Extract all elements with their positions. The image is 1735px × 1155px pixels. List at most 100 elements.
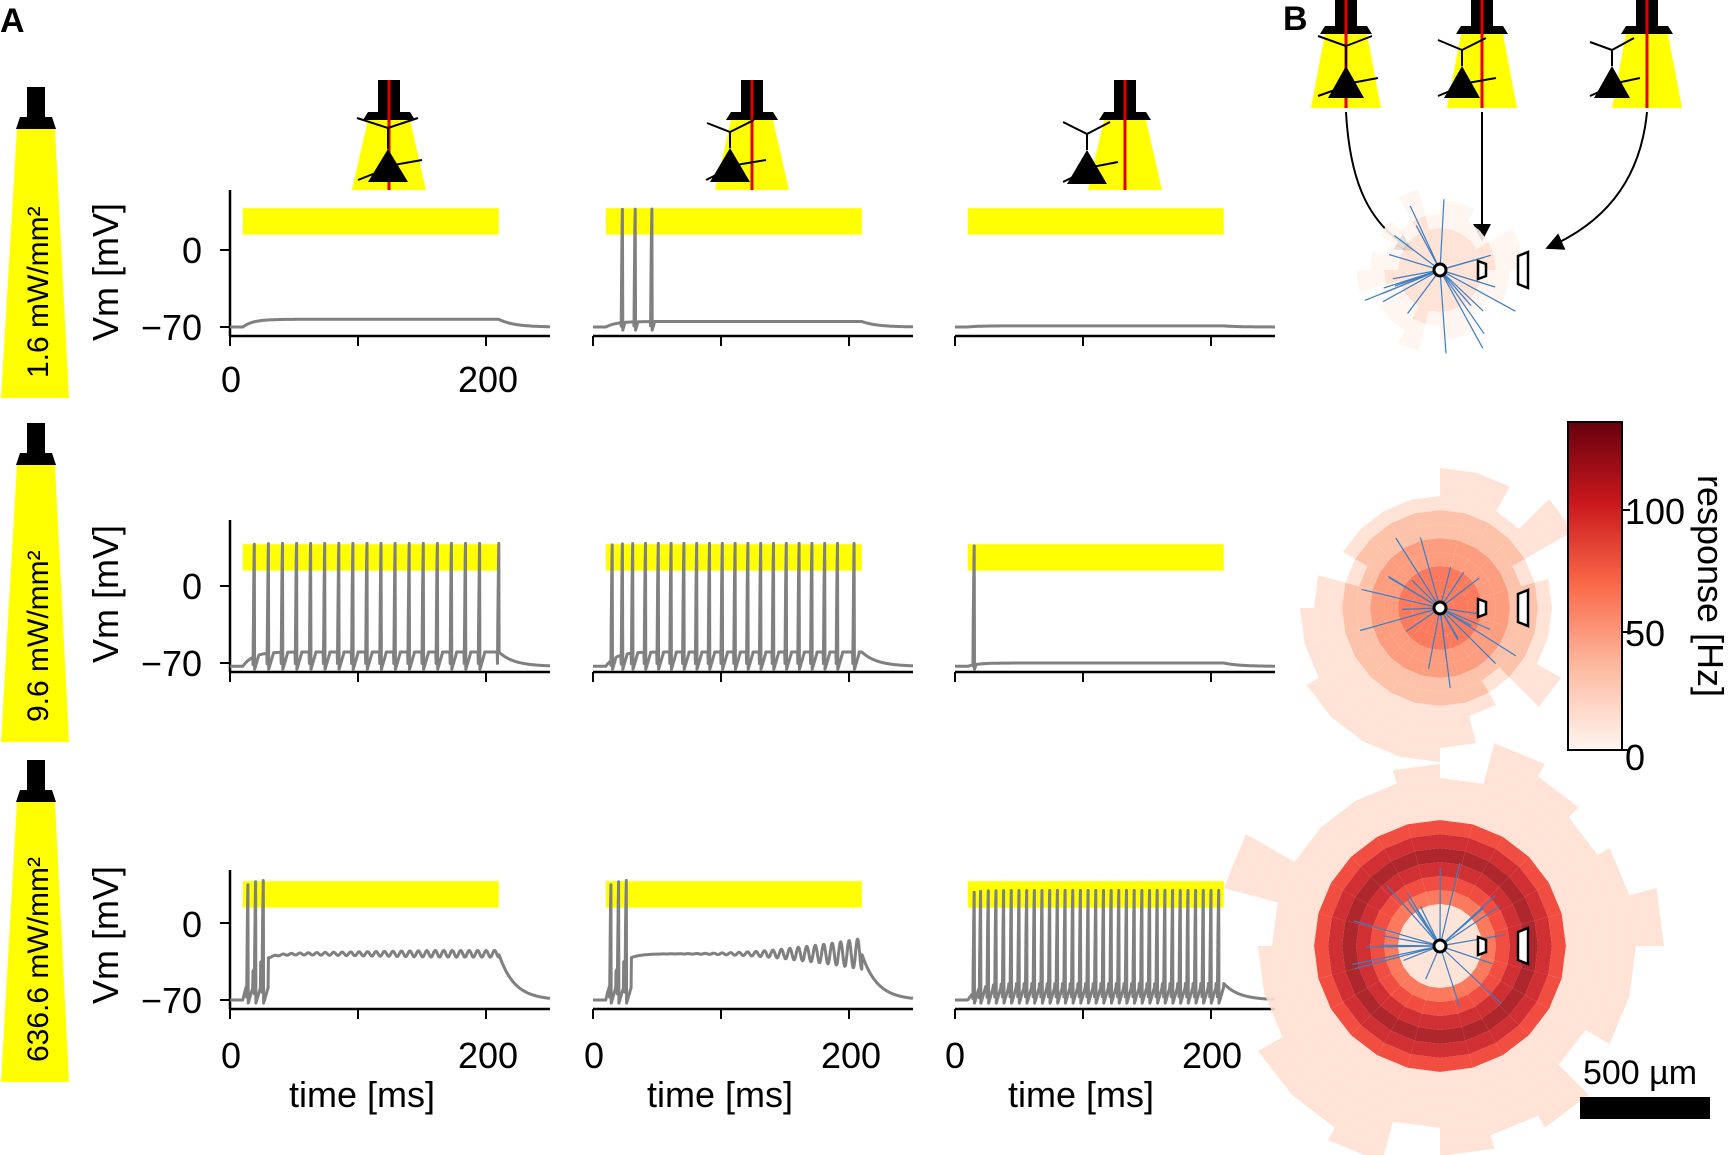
response-cell (1384, 931, 1400, 946)
response-cell (1440, 1040, 1469, 1058)
response-cell (1597, 848, 1630, 899)
dendrite (1407, 269, 1441, 314)
response-cell (1414, 510, 1440, 527)
response-cell (1549, 876, 1576, 914)
response-cell (1537, 975, 1562, 1009)
response-cell (1615, 895, 1636, 946)
response-cell (1415, 615, 1431, 628)
response-cell (1454, 318, 1475, 338)
response-cell (1512, 559, 1535, 587)
response-cell (1314, 913, 1332, 946)
response-cell (1534, 608, 1552, 637)
response-cell (1403, 578, 1421, 594)
response-cell (1356, 1079, 1401, 1109)
response-cell (1328, 608, 1346, 637)
ytick-0-row-2: 0 (182, 566, 202, 607)
response-cell (1453, 946, 1468, 954)
response-cell (1411, 702, 1440, 720)
response-cell (1454, 627, 1470, 645)
response-cell (1418, 862, 1440, 879)
response-cell (1450, 891, 1468, 910)
response-cell (1413, 932, 1428, 943)
response-cell (1370, 1005, 1398, 1031)
response-cell (1360, 1015, 1391, 1043)
response-cell (1440, 468, 1477, 487)
response-cell (1461, 299, 1480, 319)
response-cell (1503, 824, 1539, 857)
response-cell (1343, 657, 1371, 688)
response-cell (1449, 250, 1465, 263)
response-cell (1415, 277, 1431, 290)
response-cell (1277, 985, 1307, 1030)
response-cell (1379, 974, 1401, 996)
response-cell (1415, 926, 1431, 939)
response-cell (1398, 270, 1413, 281)
response-cell (1400, 221, 1419, 241)
response-cell (1410, 965, 1426, 983)
response-cell (1258, 946, 1278, 994)
response-cell (1464, 925, 1481, 939)
response-cell (1454, 878, 1475, 898)
colorbar: 0 50 100 response [Hz] (1567, 421, 1731, 778)
dendrite (1439, 862, 1461, 947)
response-cell (1440, 635, 1451, 650)
response-cell (1440, 848, 1466, 865)
response-cell (1294, 1023, 1332, 1065)
response-cell (1419, 294, 1433, 311)
response-cell (1475, 657, 1500, 681)
response-cell (1328, 1127, 1386, 1155)
response-cell (1469, 824, 1503, 849)
dendrite (1439, 607, 1491, 630)
response-cell (1415, 588, 1431, 601)
response-cell (1454, 202, 1475, 222)
response-cell (1534, 946, 1552, 975)
response-cell (1496, 1025, 1530, 1056)
response-cell (1372, 573, 1392, 594)
response-cell (1425, 310, 1440, 326)
colorbar-tick-100: 100 (1625, 491, 1685, 532)
response-cell (1447, 583, 1460, 599)
response-cell (1509, 995, 1537, 1026)
response-cell (1314, 575, 1332, 608)
response-cell (1384, 837, 1415, 862)
dendrite (1439, 607, 1517, 657)
response-cell (1629, 891, 1650, 946)
response-cell (1342, 608, 1359, 634)
dendrite (1382, 935, 1441, 947)
response-cell (1494, 927, 1510, 946)
response-cell (1449, 615, 1465, 628)
response-cell (1500, 964, 1522, 988)
response-cell (1410, 909, 1426, 927)
response-cell (1440, 662, 1459, 678)
response-cell (1412, 306, 1430, 325)
dendrite (1419, 537, 1441, 609)
response-cell (1575, 906, 1594, 946)
response-cell (1405, 656, 1426, 676)
response-cell (1488, 284, 1508, 305)
response-cell (1475, 873, 1500, 897)
response-cell (1328, 946, 1346, 975)
response-cell (1432, 242, 1440, 257)
response-cell (1300, 946, 1319, 983)
response-cell (1468, 885, 1490, 907)
trace-panel-r1c2 (591, 207, 915, 346)
response-cell (1489, 886, 1513, 911)
xlabel-col-2: time [ms] (647, 1074, 793, 1115)
response-cell (1398, 330, 1422, 352)
response-cell (1440, 778, 1484, 798)
fiber-schematic-col-3 (1062, 80, 1162, 190)
response-cell (1377, 705, 1411, 730)
response-cell (1440, 702, 1469, 720)
response-cell (1494, 608, 1510, 627)
response-cell (1304, 978, 1331, 1016)
response-cell (1349, 1091, 1397, 1122)
response-cell (1494, 251, 1510, 270)
response-map-1 (1356, 188, 1530, 354)
response-cell (1420, 583, 1433, 599)
response-cell (1472, 810, 1510, 837)
response-cell (1537, 883, 1562, 917)
response-cell (1341, 697, 1377, 730)
response-cell (1483, 770, 1531, 801)
response-cell (1367, 981, 1391, 1006)
trace-panel-r1c3 (953, 208, 1277, 346)
